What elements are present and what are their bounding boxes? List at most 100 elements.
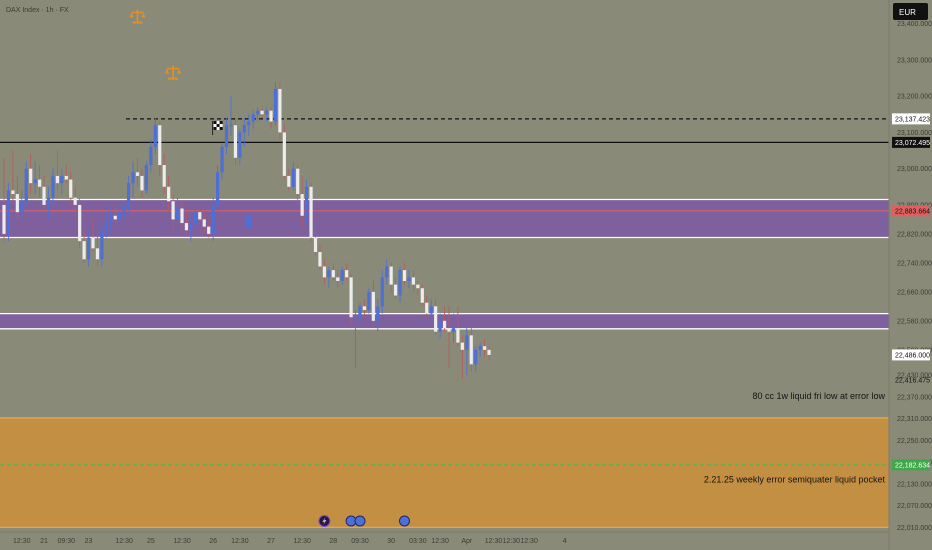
candle-body[interactable] — [407, 277, 411, 281]
earnings-bolt-icon[interactable] — [318, 515, 331, 527]
candle-body[interactable] — [55, 175, 59, 184]
candle-body[interactable] — [340, 270, 344, 281]
candle-body[interactable] — [189, 223, 193, 231]
candle-body[interactable] — [11, 190, 15, 195]
candle-body[interactable] — [278, 88, 282, 133]
event-circle-icon[interactable] — [354, 515, 366, 527]
candle-body[interactable] — [211, 204, 215, 234]
candle-body[interactable] — [460, 342, 464, 350]
candle-body[interactable] — [162, 165, 166, 187]
candle-body[interactable] — [447, 328, 451, 332]
candle-body[interactable] — [122, 204, 126, 213]
candle-body[interactable] — [171, 201, 175, 220]
candle-body[interactable] — [24, 168, 28, 202]
candle-body[interactable] — [229, 125, 233, 127]
candle-body[interactable] — [251, 114, 255, 122]
candle-body[interactable] — [33, 179, 37, 184]
time-axis[interactable]: 12:30 21 09:30 23 12:30 25 12:30 26 12:30 27 12:30… — [13, 538, 567, 545]
candle-body[interactable] — [389, 266, 393, 285]
candle-body[interactable] — [291, 168, 295, 187]
candle-body[interactable] — [46, 197, 51, 205]
candle-body[interactable] — [224, 125, 229, 147]
candle-body[interactable] — [247, 121, 251, 126]
candle-body[interactable] — [193, 212, 197, 224]
price-axis-panel[interactable] — [889, 0, 932, 550]
candle-body[interactable] — [2, 204, 6, 234]
candle-body[interactable] — [269, 110, 273, 122]
candle-body[interactable] — [140, 175, 144, 191]
candle-body[interactable] — [38, 179, 42, 187]
candle-body[interactable] — [20, 201, 24, 213]
candle-body[interactable] — [318, 252, 322, 267]
candle-body[interactable] — [336, 277, 340, 281]
candle-body[interactable] — [78, 204, 82, 242]
candle-body[interactable] — [465, 335, 469, 350]
candle-body[interactable] — [149, 146, 153, 166]
candle-body[interactable] — [131, 172, 135, 184]
candle-body[interactable] — [313, 237, 318, 253]
candle-body[interactable] — [331, 270, 335, 278]
candles-layer[interactable] — [2, 81, 491, 379]
candle-body[interactable] — [184, 223, 189, 231]
candle-body[interactable] — [135, 172, 140, 176]
candle-body[interactable] — [207, 226, 211, 234]
candle-body[interactable] — [15, 194, 19, 213]
candle-body[interactable] — [42, 186, 46, 205]
candle-body[interactable] — [180, 208, 184, 224]
candle-body[interactable] — [198, 212, 202, 220]
candle-body[interactable] — [425, 302, 429, 314]
candle-body[interactable] — [69, 179, 73, 198]
candle-body[interactable] — [442, 320, 447, 329]
candle-body[interactable] — [478, 346, 482, 350]
candle-body[interactable] — [434, 306, 438, 332]
candle-body[interactable] — [287, 175, 291, 187]
candle-body[interactable] — [233, 125, 237, 158]
candle-body[interactable] — [238, 132, 242, 158]
event-circle-icon[interactable] — [399, 515, 410, 527]
candle-body[interactable] — [82, 241, 86, 260]
candle-body[interactable] — [402, 270, 407, 281]
candle-body[interactable] — [380, 277, 384, 307]
candle-body[interactable] — [300, 194, 304, 216]
candle-body[interactable] — [86, 237, 91, 260]
candle-body[interactable] — [456, 328, 460, 343]
candle-body[interactable] — [242, 125, 246, 133]
candle-body[interactable] — [327, 270, 331, 278]
candle-body[interactable] — [345, 270, 349, 278]
candle-body[interactable] — [100, 230, 104, 260]
candle-body[interactable] — [349, 277, 353, 318]
candle-body[interactable] — [376, 306, 380, 321]
candle-body[interactable] — [385, 266, 389, 278]
candle-body[interactable] — [118, 212, 122, 220]
candle-body[interactable] — [6, 190, 11, 234]
candle-body[interactable] — [273, 88, 278, 122]
candle-body[interactable] — [51, 175, 55, 198]
candle-body[interactable] — [216, 172, 220, 205]
candle-body[interactable] — [416, 284, 420, 289]
candle-body[interactable] — [394, 284, 398, 296]
candle-body[interactable] — [167, 186, 171, 202]
candle-body[interactable] — [438, 320, 442, 332]
candle-body[interactable] — [64, 175, 68, 180]
candle-body[interactable] — [127, 183, 131, 205]
candle-body[interactable] — [91, 237, 95, 249]
candle-body[interactable] — [104, 223, 108, 231]
candle-body[interactable] — [60, 175, 64, 184]
candle-body[interactable] — [429, 306, 433, 314]
candle-body[interactable] — [109, 215, 113, 224]
candle-body[interactable] — [158, 125, 162, 166]
candle-body[interactable] — [305, 186, 309, 216]
candle-body[interactable] — [367, 291, 371, 310]
candle-body[interactable] — [73, 197, 77, 205]
candle-body[interactable] — [322, 266, 326, 278]
candle-body[interactable] — [487, 349, 491, 355]
candle-body[interactable] — [95, 248, 100, 260]
candle-body[interactable] — [144, 165, 148, 191]
candle-body[interactable] — [256, 110, 260, 115]
candle-body[interactable] — [175, 208, 180, 220]
candle-body[interactable] — [420, 288, 424, 303]
candle-body[interactable] — [411, 277, 415, 285]
candle-body[interactable] — [202, 219, 206, 227]
candle-body[interactable] — [282, 132, 286, 176]
